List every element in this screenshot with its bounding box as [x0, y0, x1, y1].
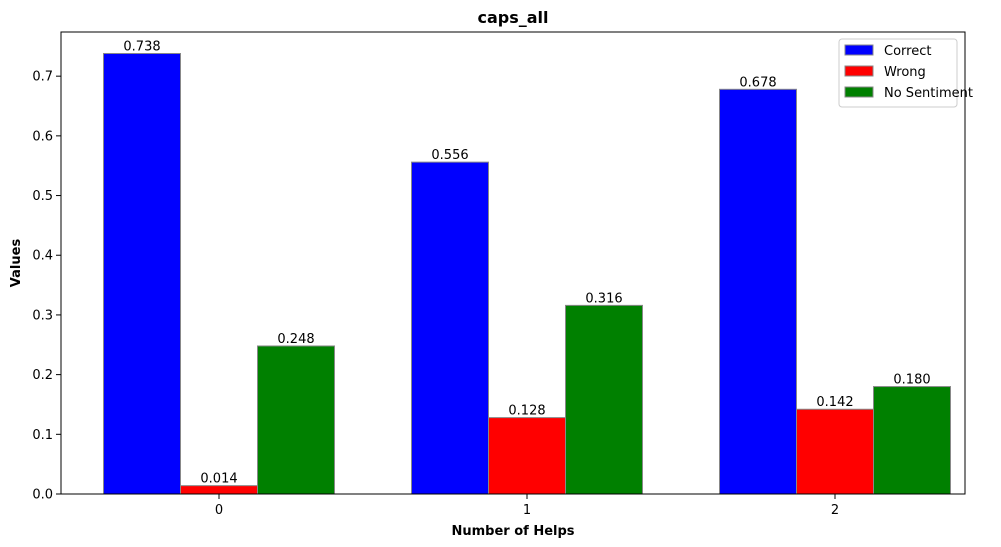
data-label: 0.248: [277, 332, 314, 347]
data-label: 0.142: [816, 395, 853, 410]
bar-correct-0: [103, 52, 181, 495]
legend-label: Correct: [884, 44, 931, 59]
plot-frame: [60, 31, 966, 495]
legend-swatch-wrong: [844, 65, 874, 77]
data-label: 0.678: [739, 75, 776, 90]
y-axis-label: Values: [9, 239, 24, 288]
legend-swatch-no-sentiment: [844, 86, 874, 98]
y-tick-label: 0.7: [32, 70, 53, 85]
chart-title: caps_all: [477, 8, 548, 27]
data-label: 0.316: [585, 291, 622, 306]
bar-wrong-1: [488, 417, 566, 495]
data-label: 0.556: [431, 148, 468, 163]
y-tick-label: 0.3: [32, 308, 53, 323]
y-tick-label: 0.5: [32, 189, 53, 204]
y-tick-label: 0.0: [32, 488, 53, 503]
legend: Correct Wrong No Sentiment: [838, 38, 973, 108]
bar-no-sentiment-2: [873, 386, 951, 495]
bar-no-sentiment-1: [565, 304, 643, 495]
y-axis-ticks: 0.0 0.1 0.2 0.3 0.4 0.5 0.6 0.7: [32, 70, 61, 503]
bar-no-sentiment-0: [257, 345, 335, 495]
data-label: 0.738: [123, 39, 160, 54]
x-tick-label: 2: [831, 503, 839, 518]
bar-labels-group: 0.738 0.556 0.678 0.014 0.128 0.142 0.248 0.316…: [123, 39, 930, 486]
x-tick-label: 0: [215, 503, 223, 518]
data-label: 0.128: [508, 404, 545, 419]
bar-wrong-2: [796, 408, 874, 495]
data-label: 0.014: [200, 472, 237, 487]
bars-group: [103, 52, 951, 495]
y-tick-label: 0.1: [32, 428, 53, 443]
x-tick-label: 1: [523, 503, 531, 518]
legend-swatch-correct: [844, 44, 874, 56]
y-tick-label: 0.6: [32, 129, 53, 144]
legend-label: No Sentiment: [884, 86, 973, 101]
y-tick-label: 0.4: [32, 249, 53, 264]
x-axis-label: Number of Helps: [451, 524, 574, 539]
y-tick-label: 0.2: [32, 368, 53, 383]
bar-correct-2: [719, 88, 797, 495]
legend-label: Wrong: [884, 65, 926, 80]
bar-correct-1: [411, 161, 489, 495]
bar-wrong-0: [180, 485, 258, 495]
data-label: 0.180: [893, 373, 930, 388]
x-axis-ticks: 0 1 2: [215, 494, 839, 518]
